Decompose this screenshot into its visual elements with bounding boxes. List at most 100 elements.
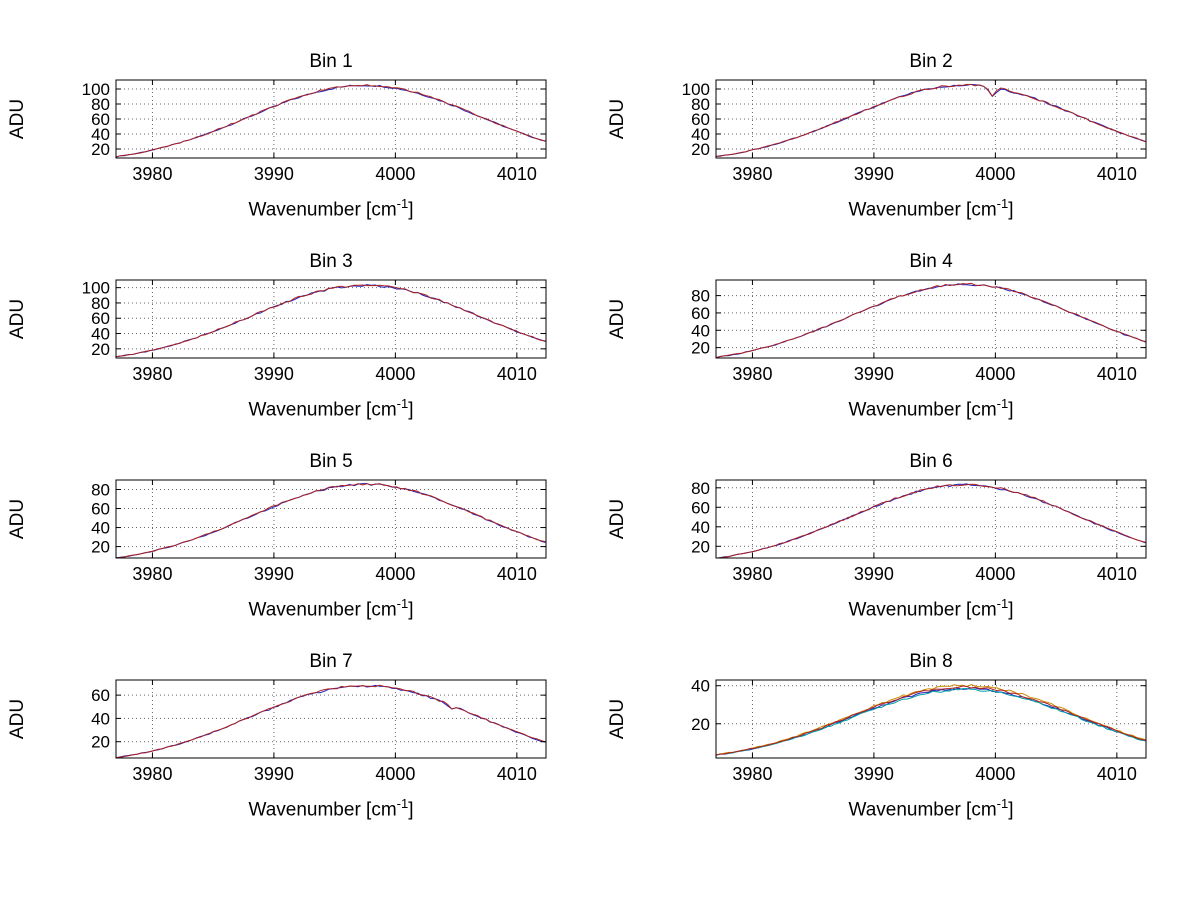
series-line-trace-red [116,684,546,758]
y-tick-label: 100 [682,80,710,99]
plot-box [715,679,1147,759]
plot-box [115,679,547,759]
y-tick-label: 40 [91,125,110,144]
series-line-trace-red [716,282,1146,358]
x-tick-label: 3980 [132,764,172,784]
y-tick-label: 60 [91,309,110,328]
y-tick-label: 40 [91,519,110,538]
series-group [716,83,1146,157]
series-line-trace-cyan [716,687,1146,756]
subplot-title: Bin 6 [909,451,953,472]
y-axis-label: ADU [7,698,28,740]
x-tick-label: 3980 [132,564,172,584]
y-axis-label: ADU [607,98,628,140]
x-axis-label-suffix: ] [408,199,414,221]
y-axis-label-area: ADU [0,276,36,392]
x-axis-label-text: Wavenumber [cm [848,199,997,221]
plot-box [715,279,1147,359]
x-tick-label: 4000 [975,364,1015,384]
series-line-trace-red [716,685,1146,756]
plot-row: ADU 20 40 60 80 100 3980 3990 4000 4010 [0,276,600,392]
y-tick-label: 80 [91,294,110,313]
y-tick-label: 80 [91,95,110,114]
series-group [716,282,1146,358]
x-axis-label: Wavenumber [cm-1] [0,192,600,220]
x-tick-label: 4000 [375,164,415,184]
subplot-bin-5: Bin 5 ADU 20 40 60 80 3980 3990 4000 4010 Waven… [0,434,600,634]
x-axis-label-text: Wavenumber [cm [248,799,397,821]
x-tick-label: 4010 [1097,564,1137,584]
series-group [116,84,546,158]
x-tick-label: 4010 [497,764,537,784]
series-line-trace-blue [116,284,546,358]
series-line-trace-orange [716,683,1146,756]
x-tick-label: 3990 [854,364,894,384]
x-tick-label: 4010 [497,564,537,584]
subplot-bin-2: Bin 2 ADU 20 40 60 80 100 3980 3990 4000 4010 Wa… [600,34,1200,234]
x-tick-label: 4000 [975,564,1015,584]
series-line-trace-blue [716,687,1146,756]
subplot-bin-1: Bin 1 ADU 20 40 60 80 100 3980 3990 4000 4010 Wa… [0,34,600,234]
y-tick-label: 40 [691,321,710,340]
x-tick-label: 4000 [975,164,1015,184]
x-axis-label-sup: -1 [996,396,1009,411]
y-tick-label: 100 [82,80,110,99]
y-tick-label: 60 [91,500,110,519]
plot-row: ADU 20 40 60 80 100 3980 3990 4000 4010 [0,76,600,192]
y-axis-label: ADU [607,298,628,340]
x-tick-label: 3980 [732,164,772,184]
y-tick-label: 20 [91,733,110,752]
x-axis-label-suffix: ] [1008,199,1014,221]
series-group [716,483,1146,558]
plot-box [715,479,1147,559]
x-tick-label: 3990 [854,164,894,184]
subplot-title: Bin 1 [309,51,353,72]
plot-area-bin-7: 20 40 60 3980 3990 4000 4010 [91,679,547,784]
x-axis-label: Wavenumber [cm-1] [0,392,600,420]
y-tick-label: 60 [91,110,110,129]
x-tick-label: 3990 [854,564,894,584]
x-tick-label: 4010 [1097,164,1137,184]
subplot-bin-8: Bin 8 ADU 20 40 3980 3990 4000 4010 Wavenumbe… [600,634,1200,834]
y-tick-label: 40 [91,709,110,728]
y-tick-label: 40 [691,125,710,144]
y-axis-label: ADU [7,498,28,540]
series-line-trace-blue [716,283,1146,358]
series-line-trace-blue [116,684,546,758]
y-tick-label: 40 [691,677,710,696]
x-tick-label: 3990 [854,764,894,784]
x-tick-label: 4010 [1097,764,1137,784]
x-tick-label: 4010 [497,164,537,184]
x-axis-label-suffix: ] [408,799,414,821]
y-axis-label-area: ADU [600,676,636,792]
x-axis-label: Wavenumber [cm-1] [600,192,1200,220]
x-axis-label: Wavenumber [cm-1] [600,592,1200,620]
subplot-bin-3: Bin 3 ADU 20 40 60 80 100 3980 3990 4000 4010 Wa… [0,234,600,434]
y-axis-label: ADU [7,298,28,340]
subplot-title: Bin 8 [909,651,953,672]
subplot-title: Bin 2 [909,51,953,72]
subplot-title: Bin 3 [309,251,353,272]
plot-box [115,279,547,359]
plot-row: ADU 20 40 3980 3990 4000 4010 [600,676,1200,792]
x-tick-label: 4000 [975,764,1015,784]
plot-row: ADU 20 40 60 80 3980 3990 4000 4010 [0,476,600,592]
x-tick-label: 3980 [132,364,172,384]
plot-box [115,479,547,559]
y-tick-label: 20 [691,140,710,159]
plot-area-bin-8: 20 40 3980 3990 4000 4010 [691,677,1147,784]
y-axis-label: ADU [607,698,628,740]
y-tick-label: 20 [691,339,710,358]
x-axis-label-suffix: ] [408,399,414,421]
subplot-title: Bin 7 [309,651,353,672]
x-axis-label: Wavenumber [cm-1] [0,592,600,620]
series-line-trace-blue [116,84,546,158]
x-tick-label: 4000 [375,564,415,584]
subplot-bin-7: Bin 7 ADU 20 40 60 3980 3990 4000 4010 Wavenum… [0,634,600,834]
y-axis-label: ADU [7,98,28,140]
x-axis-label-text: Wavenumber [cm [248,599,397,621]
